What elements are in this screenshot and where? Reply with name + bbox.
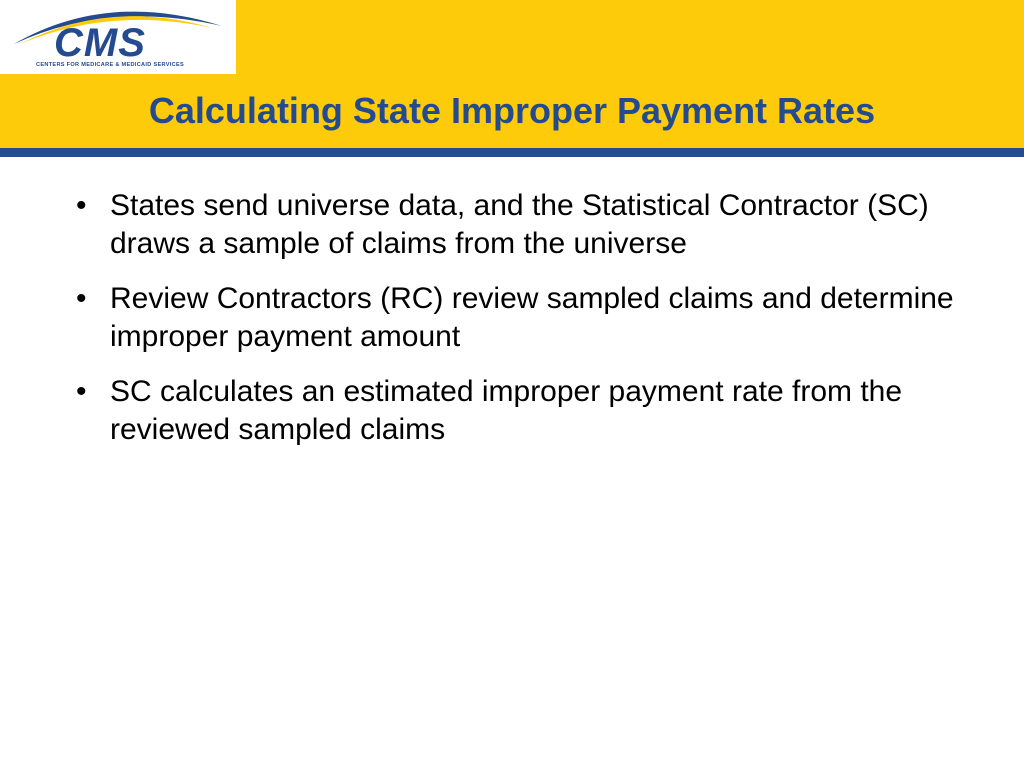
cms-logo-svg: CMS CENTERS FOR MEDICARE & MEDICAID SERV…: [8, 4, 228, 70]
title-banner: CMS CENTERS FOR MEDICARE & MEDICAID SERV…: [0, 0, 1024, 157]
cms-logo: CMS CENTERS FOR MEDICARE & MEDICAID SERV…: [0, 0, 236, 74]
slide: CMS CENTERS FOR MEDICARE & MEDICAID SERV…: [0, 0, 1024, 768]
title-rule: [0, 148, 1024, 157]
list-item: Review Contractors (RC) review sampled c…: [76, 280, 964, 357]
bullet-list: States send universe data, and the Stati…: [76, 187, 964, 449]
svg-text:CMS: CMS: [54, 21, 146, 65]
list-item: States send universe data, and the Stati…: [76, 187, 964, 264]
slide-body: States send universe data, and the Stati…: [0, 157, 1024, 449]
slide-title: Calculating State Improper Payment Rates: [0, 90, 1024, 132]
svg-text:CENTERS FOR MEDICARE & MEDICAI: CENTERS FOR MEDICARE & MEDICAID SERVICES: [36, 62, 184, 68]
list-item: SC calculates an estimated improper paym…: [76, 373, 964, 450]
